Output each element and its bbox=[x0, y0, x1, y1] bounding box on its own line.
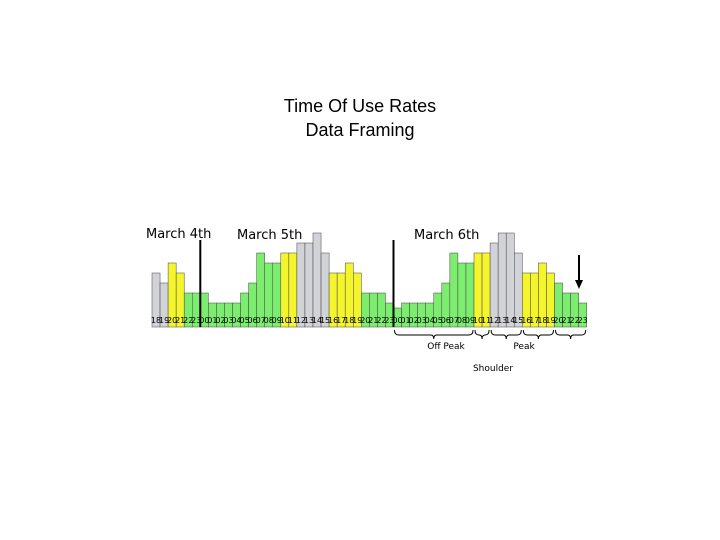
hour-tick-label: 02 bbox=[409, 316, 419, 325]
hour-tick-label: 20 bbox=[553, 316, 563, 325]
bar-43 bbox=[497, 232, 507, 328]
hour-tick-label: 08 bbox=[457, 316, 467, 325]
legend-off-peak-label: Off Peak bbox=[427, 342, 465, 352]
hour-tick-label: 23 bbox=[191, 316, 201, 325]
hour-tick-label: 01 bbox=[400, 316, 410, 325]
hour-tick-label: 14 bbox=[505, 316, 515, 325]
day-label-march-5: March 5th bbox=[237, 228, 303, 243]
hour-tick-label: 09 bbox=[272, 316, 282, 325]
brace-shoulder-evening bbox=[522, 329, 554, 340]
hour-tick-label: 19 bbox=[545, 316, 555, 325]
day-label-march-6: March 6th bbox=[414, 228, 480, 243]
hour-tick-label: 21 bbox=[175, 316, 185, 325]
bar-19 bbox=[304, 242, 314, 328]
bar-20 bbox=[312, 232, 322, 328]
hour-tick-label: 11 bbox=[481, 316, 491, 325]
hour-tick-label: 22 bbox=[376, 316, 386, 325]
hour-tick-label: 18 bbox=[151, 316, 161, 325]
hour-tick-label: 00 bbox=[392, 316, 402, 325]
day-label-march-4: March 4th bbox=[146, 227, 212, 242]
hour-tick-label: 13 bbox=[304, 316, 314, 325]
bar-53 bbox=[578, 302, 587, 328]
hour-tick-label: 21 bbox=[561, 316, 571, 325]
hour-tick-label: 19 bbox=[159, 316, 169, 325]
hour-tick-label: 16 bbox=[328, 316, 338, 325]
hour-tick-label: 20 bbox=[167, 316, 177, 325]
hour-tick-label: 22 bbox=[570, 316, 580, 325]
down-arrow-icon bbox=[575, 255, 583, 289]
hour-tick-label: 23 bbox=[384, 316, 394, 325]
hour-tick-label: 14 bbox=[312, 316, 322, 325]
bar-18 bbox=[296, 242, 306, 328]
hour-tick-label: 18 bbox=[344, 316, 354, 325]
hour-tick-label: 04 bbox=[231, 316, 241, 325]
hour-tick-label: 04 bbox=[425, 316, 435, 325]
hour-tick-label: 19 bbox=[352, 316, 362, 325]
hour-tick-label: 17 bbox=[336, 316, 346, 325]
hour-tick-label: 12 bbox=[296, 316, 306, 325]
hour-tick-label: 10 bbox=[280, 316, 290, 325]
brace-off-peak-evening bbox=[555, 329, 587, 340]
hour-tick-label: 15 bbox=[320, 316, 330, 325]
hour-tick-label: 09 bbox=[465, 316, 475, 325]
hour-tick-label: 10 bbox=[473, 316, 483, 325]
hour-tick-label: 12 bbox=[489, 316, 499, 325]
brace-off-peak-morning bbox=[394, 329, 474, 340]
hour-tick-label: 13 bbox=[497, 316, 507, 325]
hour-tick-label: 06 bbox=[248, 316, 258, 325]
hour-tick-label: 07 bbox=[256, 316, 266, 325]
hour-tick-label: 18 bbox=[537, 316, 547, 325]
hour-tick-label: 07 bbox=[449, 316, 459, 325]
hour-tick-label: 05 bbox=[433, 316, 443, 325]
hour-tick-label: 15 bbox=[513, 316, 523, 325]
hour-tick-label: 22 bbox=[183, 316, 193, 325]
hour-tick-label: 23 bbox=[578, 316, 588, 325]
bar-44 bbox=[505, 232, 515, 328]
hour-tick-label: 02 bbox=[215, 316, 225, 325]
hour-tick-label: 21 bbox=[368, 316, 378, 325]
bar-42 bbox=[489, 242, 499, 328]
hour-tick-label: 11 bbox=[288, 316, 298, 325]
hour-tick-label: 01 bbox=[207, 316, 217, 325]
title-line-1: Time Of Use Rates bbox=[283, 96, 437, 116]
hour-tick-label: 03 bbox=[223, 316, 233, 325]
legend-peak-label: Peak bbox=[513, 342, 535, 352]
hour-tick-label: 05 bbox=[239, 316, 249, 325]
hour-tick-label: 06 bbox=[441, 316, 451, 325]
brace-shoulder-morning bbox=[474, 329, 490, 340]
hour-tick-label: 08 bbox=[264, 316, 274, 325]
hour-tick-label: 00 bbox=[199, 316, 209, 325]
hour-tick-label: 20 bbox=[360, 316, 370, 325]
brace-peak bbox=[490, 329, 522, 340]
hour-tick-label: 17 bbox=[529, 316, 539, 325]
hour-tick-label: 03 bbox=[417, 316, 427, 325]
title-line-2: Data Framing bbox=[305, 120, 415, 140]
legend-shoulder-label: Shoulder bbox=[473, 364, 513, 374]
hour-tick-label: 16 bbox=[521, 316, 531, 325]
